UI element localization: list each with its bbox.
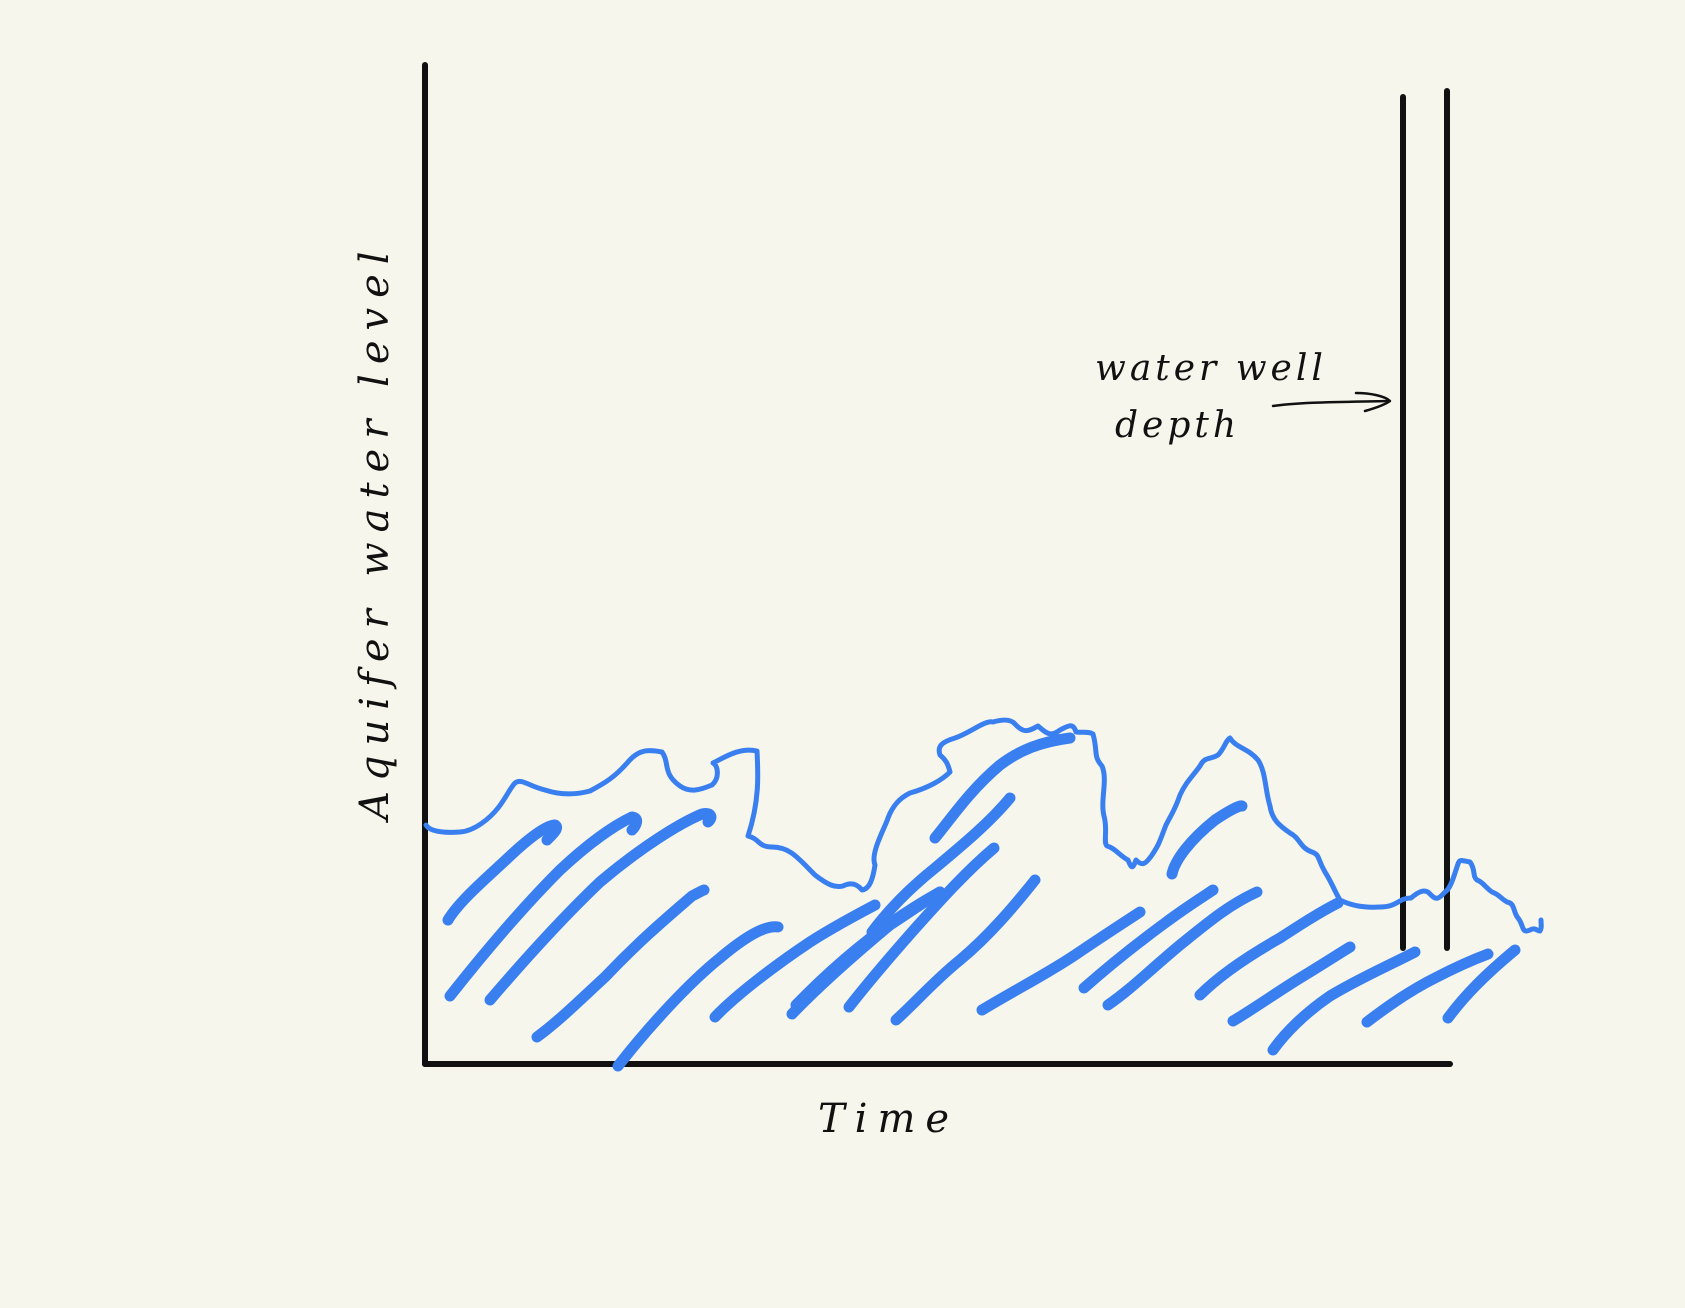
annotation-arrow xyxy=(1271,391,1392,413)
water-level-outline xyxy=(423,717,1544,934)
x-axis-label: Time xyxy=(818,1096,959,1142)
water-fill-hatching xyxy=(442,732,1521,1072)
axes xyxy=(422,62,1453,1067)
water-well xyxy=(1400,88,1450,951)
annotation-line1: water well xyxy=(1095,348,1327,389)
y-axis-label: Aquifer water level xyxy=(352,241,398,824)
annotation-line2: depth xyxy=(1115,405,1240,446)
